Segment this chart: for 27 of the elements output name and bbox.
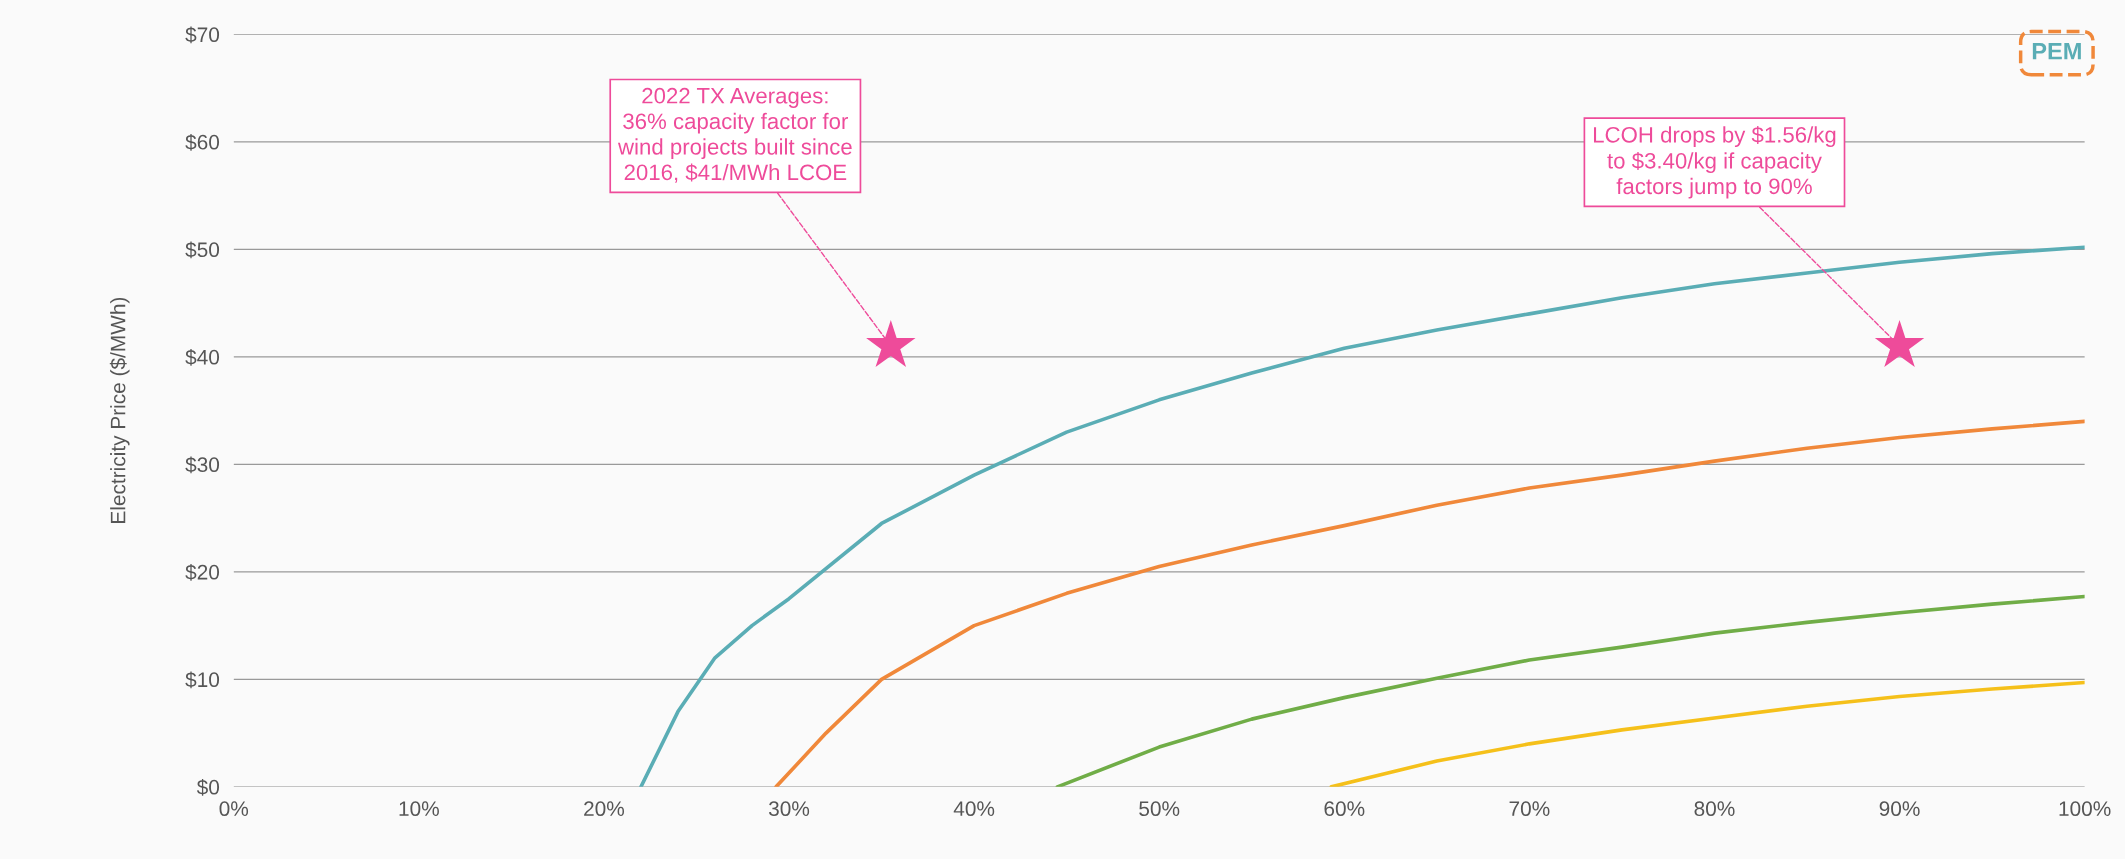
x-tick-label: 20% bbox=[584, 801, 625, 817]
y-tick-label: $50 bbox=[185, 241, 220, 259]
y-tick-label: $30 bbox=[185, 456, 220, 474]
y-tick-label: $10 bbox=[185, 671, 220, 689]
x-tick-label: 80% bbox=[1694, 801, 1735, 817]
x-tick-label: 70% bbox=[1509, 801, 1550, 817]
annotation: PEM bbox=[2032, 43, 2081, 60]
annotation: LCOH drops by $1.56/kg to $3.40/kg if capacity factors jump to 90% bbox=[1593, 125, 1836, 199]
line-series bbox=[1329, 680, 2085, 787]
x-tick-label: 40% bbox=[953, 801, 995, 817]
x-tick-label: 60% bbox=[1324, 801, 1365, 817]
line-series bbox=[1055, 594, 2085, 787]
line-series bbox=[774, 419, 2085, 787]
y-tick-label: $60 bbox=[185, 133, 220, 151]
y-tick-label: $40 bbox=[185, 348, 220, 366]
y-tick-label: $70 bbox=[185, 26, 220, 44]
y-axis-title: Electricity Price ($/MWh) bbox=[109, 297, 130, 523]
x-tick-label: 10% bbox=[399, 801, 439, 817]
x-tick-label: 50% bbox=[1139, 801, 1180, 817]
annotation: 2022 TX Averages: 36% capacity factor for wind projects built since 2016, $41/MWh LCOE bbox=[617, 87, 852, 183]
x-tick-label: 30% bbox=[768, 801, 810, 817]
line-series bbox=[639, 245, 2085, 787]
x-tick-label: 100% bbox=[2059, 801, 2111, 817]
y-tick-label: $20 bbox=[185, 563, 220, 581]
x-tick-label: 0% bbox=[219, 801, 249, 817]
x-tick-label: 90% bbox=[1879, 801, 1920, 817]
y-tick-label: $0 bbox=[196, 778, 220, 796]
